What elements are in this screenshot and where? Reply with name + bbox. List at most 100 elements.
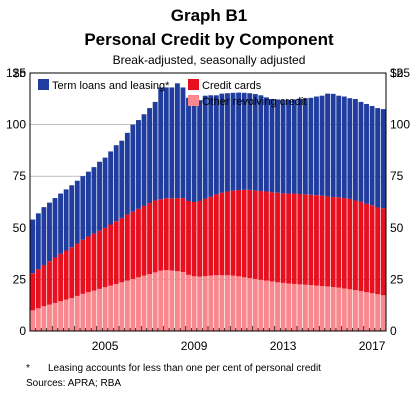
bar-term-loans <box>102 157 108 228</box>
y-tick-label-left: 50 <box>13 221 27 235</box>
bar-credit-cards <box>58 253 64 302</box>
bar-term-loans <box>352 99 358 201</box>
bar-term-loans <box>136 120 141 209</box>
bar-other-revolving <box>174 271 180 331</box>
bar-other-revolving <box>208 275 214 331</box>
bar-other-revolving <box>191 276 197 331</box>
bar-other-revolving <box>302 284 308 331</box>
bar-other-revolving <box>241 277 247 331</box>
sources: Sources: APRA; RBA <box>26 378 122 389</box>
bar-credit-cards <box>119 217 125 283</box>
bar-term-loans <box>158 87 164 200</box>
bar-credit-cards <box>347 198 353 290</box>
y-tick-label-right: 75 <box>390 169 404 183</box>
bar-other-revolving <box>141 275 147 331</box>
bar-credit-cards <box>102 227 108 288</box>
bar-credit-cards <box>219 192 225 276</box>
bar-term-loans <box>91 167 97 234</box>
bar-term-loans <box>208 95 214 197</box>
bar-other-revolving <box>375 294 381 331</box>
x-tick-label: 2005 <box>92 339 119 353</box>
bar-credit-cards <box>314 195 319 286</box>
bar-term-loans <box>63 189 69 251</box>
legend-swatch-term-loans <box>38 79 49 90</box>
bar-credit-cards <box>341 198 347 289</box>
bar-other-revolving <box>213 275 219 331</box>
bar-other-revolving <box>330 287 336 331</box>
bar-credit-cards <box>241 189 247 278</box>
bar-term-loans <box>80 176 86 240</box>
bar-term-loans <box>124 132 130 215</box>
bar-credit-cards <box>263 191 269 281</box>
bar-other-revolving <box>136 277 141 331</box>
bar-credit-cards <box>108 224 114 286</box>
bar-credit-cards <box>174 198 180 272</box>
bar-term-loans <box>314 96 319 196</box>
bar-term-loans <box>163 87 169 199</box>
bar-other-revolving <box>85 292 91 331</box>
bar-term-loans <box>58 193 64 254</box>
bar-credit-cards <box>291 193 297 284</box>
y-tick-label-left: 100 <box>6 118 26 132</box>
bar-term-loans <box>302 98 308 195</box>
bar-credit-cards <box>152 200 158 273</box>
bar-term-loans <box>225 93 230 192</box>
bar-term-loans <box>330 93 336 198</box>
bar-other-revolving <box>41 306 47 331</box>
bar-other-revolving <box>47 304 52 331</box>
bar-term-loans <box>230 92 236 191</box>
bar-other-revolving <box>186 274 191 331</box>
bar-credit-cards <box>47 261 52 305</box>
y-tick-label-right: 25 <box>390 272 404 286</box>
bar-other-revolving <box>147 274 153 331</box>
bar-term-loans <box>286 99 292 194</box>
bar-other-revolving <box>314 285 319 331</box>
y-axis-left: 0 25 50 75 100 125$b <box>6 66 26 338</box>
bar-credit-cards <box>141 205 147 276</box>
bar-other-revolving <box>69 297 75 331</box>
bar-term-loans <box>180 87 186 199</box>
bar-credit-cards <box>275 192 280 283</box>
bar-other-revolving <box>63 299 69 331</box>
bar-credit-cards <box>364 203 369 293</box>
bar-other-revolving <box>380 295 386 331</box>
bar-credit-cards <box>85 236 91 293</box>
bar-credit-cards <box>352 200 358 291</box>
bar-other-revolving <box>341 288 347 331</box>
footnote-marker: * <box>26 363 30 374</box>
bar-credit-cards <box>225 191 230 276</box>
bar-term-loans <box>275 99 280 193</box>
bar-other-revolving <box>52 302 58 331</box>
bar-term-loans <box>202 95 208 199</box>
bar-term-loans <box>336 95 342 198</box>
bar-credit-cards <box>319 195 325 286</box>
bar-credit-cards <box>80 239 86 294</box>
bar-credit-cards <box>136 208 141 278</box>
bar-credit-cards <box>52 257 58 303</box>
bar-credit-cards <box>336 197 342 288</box>
bar-credit-cards <box>202 198 208 277</box>
footnote: * Leasing accounts for less than one per … <box>26 363 321 374</box>
chart-subtitle: Break-adjusted, seasonally adjusted <box>112 53 306 67</box>
bar-credit-cards <box>280 193 286 283</box>
bar-term-loans <box>47 202 52 262</box>
bar-term-loans <box>108 151 114 225</box>
bar-term-loans <box>375 108 381 208</box>
bar-credit-cards <box>30 273 36 311</box>
bar-other-revolving <box>269 281 275 331</box>
bar-term-loans <box>380 109 386 209</box>
graph-label: Graph B1 <box>170 6 248 25</box>
y-tick-label-right: 100 <box>390 118 410 132</box>
bar-term-loans <box>247 93 253 190</box>
bar-other-revolving <box>169 270 175 331</box>
bar-term-loans <box>119 140 125 218</box>
bar-other-revolving <box>336 287 342 331</box>
bar-credit-cards <box>63 250 69 300</box>
bar-credit-cards <box>180 198 186 272</box>
bar-credit-cards <box>330 197 336 288</box>
bar-other-revolving <box>158 270 164 331</box>
bar-term-loans <box>35 213 41 270</box>
bar-term-loans <box>186 97 191 201</box>
bar-other-revolving <box>225 275 230 331</box>
